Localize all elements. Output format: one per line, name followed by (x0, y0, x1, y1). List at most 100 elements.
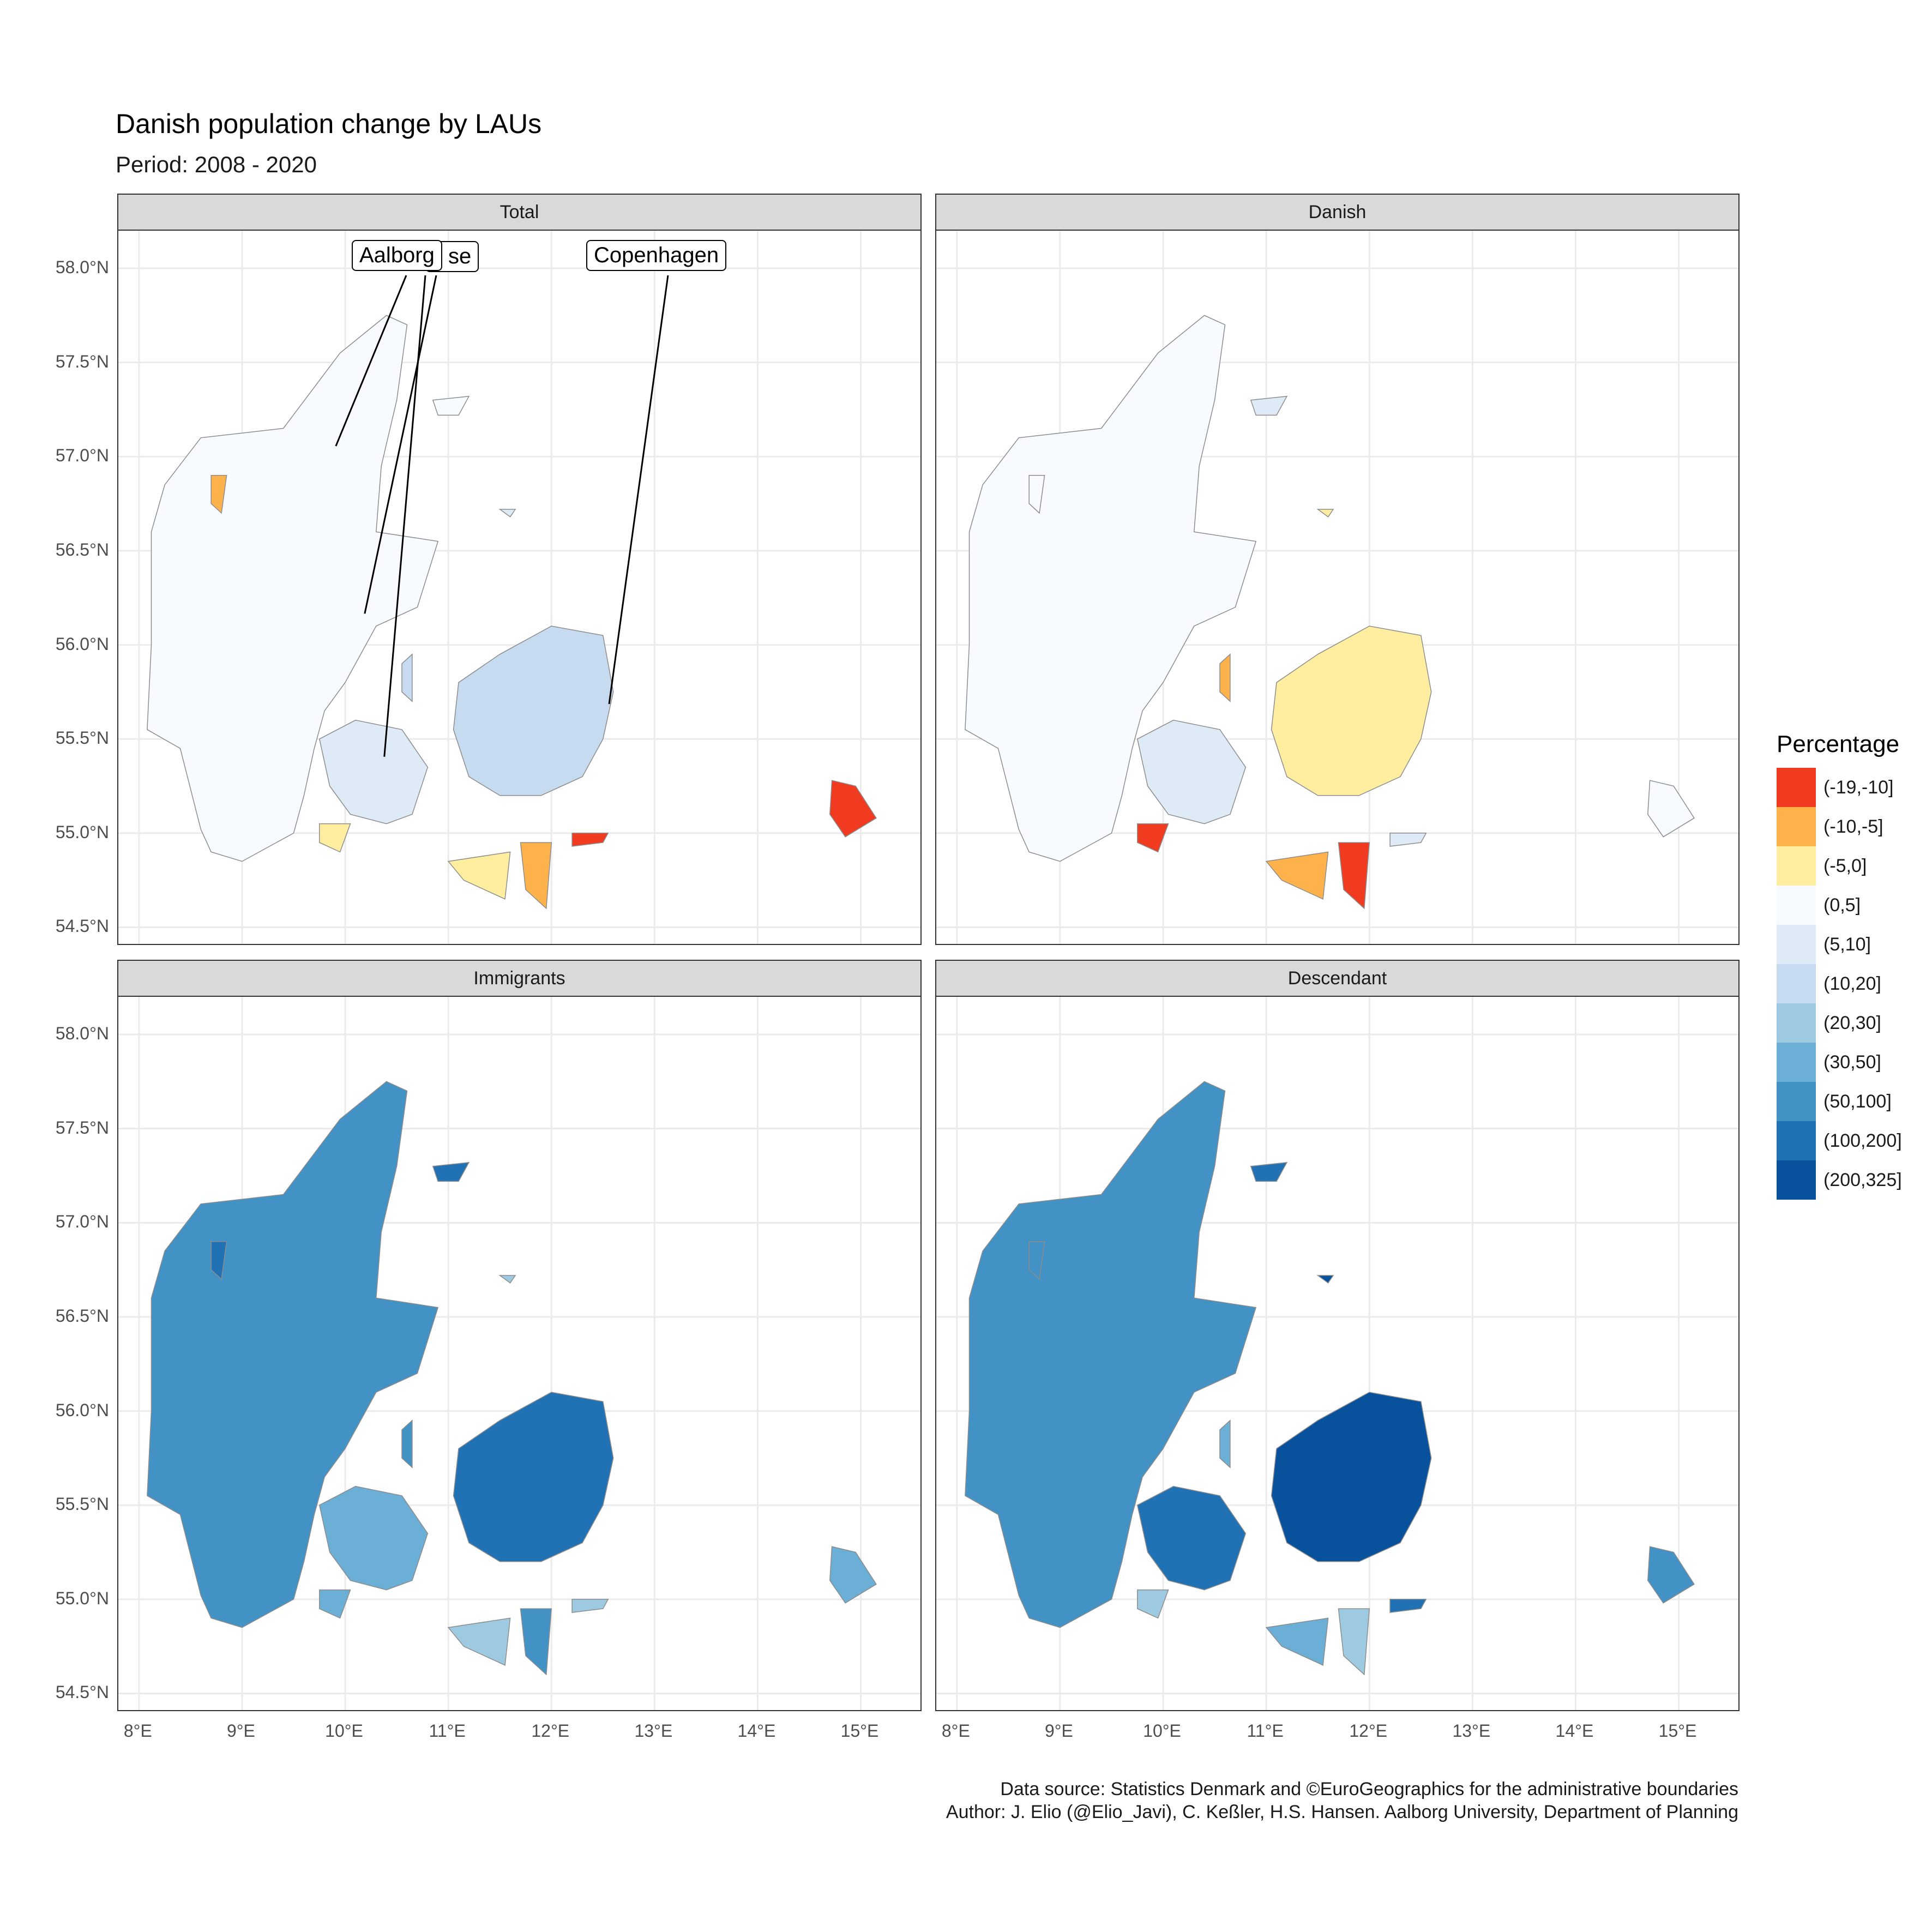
legend-item: (-5,0] (1777, 846, 1902, 886)
x-tick-label: 9°E (226, 1721, 255, 1741)
x-tick-label: 14°E (1555, 1721, 1594, 1741)
legend-label: (0,5] (1823, 894, 1861, 916)
region-lolland (447, 1617, 511, 1666)
map-descendant (936, 997, 1738, 1710)
region-funen (1136, 1485, 1247, 1591)
x-tick-label: 14°E (737, 1721, 776, 1741)
panel-strip-descendant: Descendant (935, 960, 1740, 997)
region-bornholm (1647, 1546, 1695, 1604)
legend-label: (5,10] (1823, 934, 1871, 955)
legend-title: Percentage (1777, 731, 1900, 757)
legend-item: (-19,-10] (1777, 768, 1902, 807)
legend-label: (200,325] (1823, 1169, 1902, 1190)
legend-item: (50,100] (1777, 1082, 1902, 1121)
region-falster (1338, 1608, 1370, 1676)
region-als (319, 1589, 351, 1619)
map-plot-descendant (935, 996, 1740, 1711)
legend-item: (200,325] (1777, 1160, 1902, 1200)
legend-label: (-10,-5] (1823, 816, 1883, 837)
panel-descendant: Descendant (935, 960, 1740, 1711)
region-funen (318, 719, 429, 824)
region-zealand (453, 1392, 614, 1562)
legend-label: (50,100] (1823, 1091, 1892, 1112)
legend-label: (10,20] (1823, 973, 1881, 994)
region-samsoe (1219, 1419, 1231, 1468)
region-falster (520, 842, 552, 910)
region-laesoe (1250, 1161, 1288, 1182)
x-tick-label: 13°E (634, 1721, 673, 1741)
x-tick-label: 8°E (123, 1721, 152, 1741)
region-bornholm (1647, 780, 1695, 838)
region-mors (210, 475, 227, 514)
region-anholt (1316, 509, 1334, 517)
region-lolland (447, 851, 511, 900)
panel-danish: Danish (935, 194, 1740, 945)
region-bornholm (829, 1546, 877, 1604)
y-tick-label: 57.5°N (55, 351, 109, 371)
panel-strip-danish: Danish (935, 194, 1740, 231)
region-bornholm (829, 780, 877, 838)
legend-swatch (1777, 964, 1816, 1003)
region-als (1137, 823, 1169, 853)
y-tick-label: 54.5°N (55, 1682, 109, 1702)
legend-item: (5,10] (1777, 925, 1902, 964)
x-tick-label: 11°E (1247, 1721, 1284, 1741)
region-falster (1338, 842, 1370, 910)
caption-source: Data source: Statistics Denmark and ©Eur… (1000, 1779, 1738, 1799)
map-plot-immigrants (117, 996, 922, 1711)
y-tick-label: 55.5°N (55, 728, 109, 748)
map-immigrants (118, 997, 920, 1710)
legend-item: (30,50] (1777, 1043, 1902, 1082)
y-tick-label: 56.0°N (55, 634, 109, 654)
region-jutland (965, 315, 1257, 862)
region-mors (210, 1241, 227, 1280)
region-samsoe (401, 653, 413, 702)
region-zealand (1271, 625, 1432, 796)
x-tick-label: 13°E (1452, 1721, 1491, 1741)
legend-label: (-5,0] (1823, 855, 1867, 876)
y-tick-label: 55.0°N (55, 822, 109, 842)
y-tick-label: 55.0°N (55, 1588, 109, 1608)
y-tick-label: 55.5°N (55, 1494, 109, 1514)
x-tick-label: 12°E (531, 1721, 570, 1741)
legend: Percentage (-19,-10] (-10,-5] (-5,0] (0,5] (… (1777, 731, 1902, 1200)
region-anholt (1316, 1275, 1334, 1284)
chart-title: Danish population change by LAUs (116, 109, 542, 139)
region-funen (1136, 719, 1247, 824)
panel-total: Total (117, 194, 922, 945)
y-tick-label: 57.0°N (55, 446, 109, 466)
legend-swatch (1777, 1003, 1816, 1043)
x-tick-label: 15°E (1658, 1721, 1697, 1741)
region-funen (318, 1485, 429, 1591)
region-laesoe (432, 395, 470, 416)
legend-item: (100,200] (1777, 1121, 1902, 1160)
legend-swatch (1777, 925, 1816, 964)
region-samsoe (1219, 653, 1231, 702)
y-tick-label: 56.5°N (55, 1305, 109, 1326)
x-tick-label: 15°E (840, 1721, 879, 1741)
region-moen (1389, 833, 1427, 847)
legend-label: (-19,-10] (1823, 777, 1894, 798)
legend-label: (30,50] (1823, 1051, 1881, 1073)
x-tick-label: 12°E (1349, 1721, 1388, 1741)
legend-item: (10,20] (1777, 964, 1902, 1003)
region-jutland (965, 1081, 1257, 1628)
region-als (319, 823, 351, 853)
region-anholt (498, 1275, 516, 1284)
legend-swatch (1777, 1043, 1816, 1082)
y-tick-label: 56.0°N (55, 1400, 109, 1420)
legend-label: (100,200] (1823, 1130, 1902, 1151)
map-label-copenhagen: Copenhagen (586, 240, 727, 271)
x-tick-label: 10°E (325, 1721, 363, 1741)
legend-label: (20,30] (1823, 1012, 1881, 1033)
legend-item: (20,30] (1777, 1003, 1902, 1043)
x-tick-label: 8°E (941, 1721, 970, 1741)
region-mors (1028, 475, 1045, 514)
region-laesoe (432, 1161, 470, 1182)
y-tick-label: 57.0°N (55, 1212, 109, 1232)
legend-item: (0,5] (1777, 886, 1902, 925)
legend-swatch (1777, 807, 1816, 846)
region-als (1137, 1589, 1169, 1619)
legend-item: (-10,-5] (1777, 807, 1902, 846)
region-moen (1389, 1599, 1427, 1613)
